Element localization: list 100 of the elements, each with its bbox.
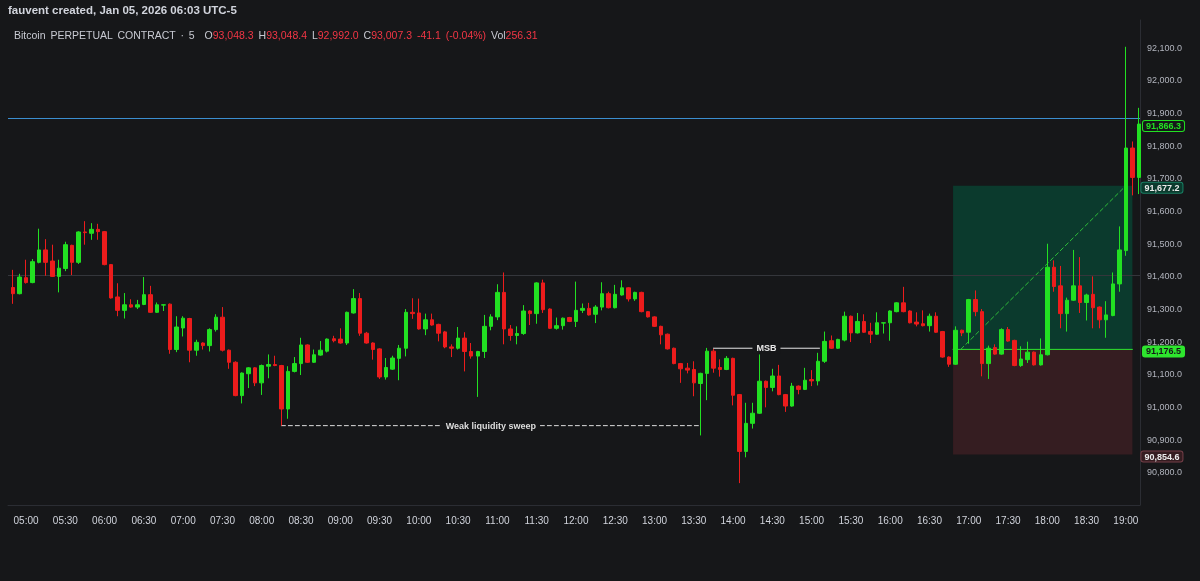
candlestick — [508, 324, 513, 342]
x-tick-label: 07:00 — [170, 514, 197, 526]
candlestick — [744, 402, 748, 458]
candlestick — [770, 368, 775, 392]
candlestick — [109, 263, 113, 300]
x-tick-label: 18:00 — [1034, 514, 1061, 526]
candlestick — [606, 291, 611, 309]
candlestick — [750, 402, 755, 430]
candlestick — [587, 302, 591, 317]
candlestick — [1117, 225, 1122, 293]
candlestick — [639, 291, 644, 313]
x-tick-label: 15:30 — [838, 514, 864, 526]
candlestick — [227, 349, 231, 370]
candlestick — [148, 285, 153, 314]
candlestick — [345, 311, 349, 346]
candlestick — [83, 220, 87, 246]
candlestick — [966, 298, 971, 345]
candlestick — [1124, 46, 1128, 257]
y-tick-label: 90,900.0 — [1147, 434, 1183, 445]
y-tick-label: 91,700.0 — [1147, 173, 1183, 184]
x-tick-label: 16:30 — [916, 514, 943, 526]
candlestick — [659, 325, 663, 345]
candlestick — [404, 308, 408, 357]
candlestick — [855, 312, 860, 335]
candlestick — [142, 276, 146, 306]
candlestick — [934, 311, 938, 334]
y-tick-label: 91,500.0 — [1147, 238, 1183, 249]
candlestick — [1130, 140, 1135, 196]
candlestick — [266, 353, 271, 379]
candlestick — [757, 353, 762, 415]
candlestick — [187, 317, 192, 363]
candlestick — [881, 322, 886, 335]
candlestick — [17, 273, 22, 295]
candlestick — [30, 258, 35, 284]
x-tick-label: 08:30 — [288, 514, 314, 526]
candlestick — [829, 334, 834, 350]
annotation: 91,677.2 — [1144, 182, 1180, 193]
candlestick — [678, 362, 683, 384]
candlestick — [214, 313, 218, 333]
candlestick — [1091, 275, 1095, 329]
candlestick — [233, 360, 238, 397]
candlestick — [417, 298, 421, 331]
candlestick — [449, 343, 454, 358]
candlestick — [541, 279, 545, 314]
candlestick — [129, 298, 133, 309]
candlestick — [633, 291, 637, 302]
text: 91,866.3 — [1146, 121, 1182, 132]
candlestick — [181, 315, 185, 337]
candlestick — [436, 323, 441, 342]
candlestick — [430, 313, 434, 327]
candlestick — [626, 286, 631, 303]
candlestick — [423, 313, 428, 336]
candlestick — [685, 362, 690, 374]
candlestick — [705, 347, 709, 401]
candlestick — [1071, 249, 1076, 302]
candlestick — [1058, 265, 1063, 329]
candlestick — [279, 364, 284, 427]
x-tick-label: 06:00 — [92, 514, 118, 526]
annotation: 90,854.6 — [1144, 451, 1180, 462]
text: Bitcoin PERPETUAL CONTRACT · 5 — [14, 29, 195, 41]
candlestick — [561, 317, 565, 331]
candlestick — [102, 230, 107, 266]
x-tick-label: 08:00 — [249, 514, 275, 526]
candlestick — [89, 222, 94, 241]
candlestick — [783, 393, 788, 413]
x-tick-label: 12:30 — [602, 514, 629, 526]
y-tick-label: 91,900.0 — [1147, 108, 1183, 119]
candlestick — [567, 316, 572, 323]
candlestick — [868, 322, 873, 344]
candlestick — [482, 314, 487, 359]
candlestick — [318, 340, 323, 357]
candlestick — [397, 344, 401, 381]
candlestick — [43, 238, 48, 277]
candlestick — [790, 382, 794, 408]
x-tick-label: 15:00 — [799, 514, 825, 526]
x-tick-label: 12:00 — [563, 514, 589, 526]
candlestick — [161, 303, 166, 312]
candlestick — [207, 327, 212, 352]
candlestick — [593, 304, 598, 324]
x-tick-label: 17:30 — [995, 514, 1021, 526]
candlestick — [921, 309, 925, 327]
candlestick — [174, 315, 179, 353]
text: O93,048.3 H93,048.4 L92,992.0 C93,007.3 -41.1 (-0.04%) Vol256.31 — [204, 29, 538, 41]
x-tick-label: 13:30 — [681, 514, 707, 526]
candlestick — [1084, 293, 1089, 321]
candlestick — [168, 302, 172, 355]
candlestick — [489, 313, 493, 331]
candlestick — [947, 355, 951, 368]
candlestick — [115, 282, 120, 317]
candlestick — [410, 297, 415, 320]
candlestick — [534, 281, 539, 325]
candlestick — [737, 393, 742, 484]
candlestick — [698, 372, 703, 436]
y-tick-label: 90,800.0 — [1147, 467, 1183, 478]
candlestick — [240, 371, 244, 404]
candlestick — [777, 364, 781, 396]
candlestick — [816, 352, 820, 386]
candlestick — [973, 289, 978, 317]
x-tick-label: 19:00 — [1113, 514, 1139, 526]
candlestick — [155, 302, 159, 314]
